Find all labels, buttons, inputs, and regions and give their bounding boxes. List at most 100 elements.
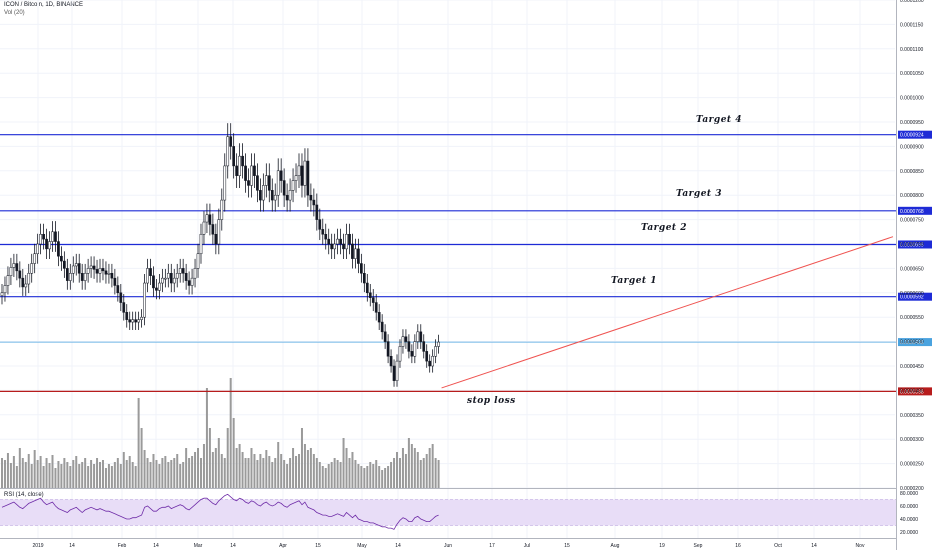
price-tag: [898, 292, 932, 301]
volume-bar: [390, 462, 393, 488]
candle-body: [368, 292, 372, 298]
annotation-label: Target 2: [641, 223, 687, 233]
volume-bar: [211, 452, 214, 488]
candle-body: [413, 341, 417, 357]
candle-body: [202, 221, 206, 235]
volume-bar: [398, 458, 401, 488]
candle-body: [262, 185, 265, 201]
candle-body: [101, 268, 105, 272]
volume-bar: [188, 458, 191, 488]
candle-body: [24, 283, 28, 288]
volume-bar: [289, 458, 292, 488]
candle-body: [166, 273, 170, 279]
candle-body: [336, 238, 339, 245]
volume-bar: [146, 458, 149, 488]
volume-bar: [182, 462, 185, 488]
time-tick-label: 14: [69, 543, 75, 549]
volume-bar: [21, 458, 24, 488]
candle-body: [27, 273, 31, 285]
volume-bar: [170, 460, 173, 488]
axes: 0.00009240.00007680.00006990.00005920.00…: [32, 0, 932, 549]
candle-body: [256, 175, 259, 191]
volume-bar: [422, 458, 425, 488]
candle-body: [374, 302, 378, 313]
candle-body: [259, 190, 262, 201]
price-tick-label: 0.0001000: [900, 96, 924, 102]
candle-body: [321, 229, 325, 235]
candle-body: [333, 243, 336, 250]
volume-bar: [295, 456, 298, 488]
candle-body: [104, 270, 108, 275]
candle-body: [74, 263, 78, 267]
candle-body: [18, 270, 22, 279]
candle-body: [122, 302, 126, 313]
volume-bar: [351, 452, 354, 488]
candle-body: [68, 273, 72, 281]
trend-line: [441, 236, 894, 389]
volume-bar: [241, 452, 244, 488]
volume-bar: [96, 458, 99, 488]
candle-body: [86, 268, 90, 274]
candle-body: [303, 160, 307, 186]
volume-bar: [265, 450, 268, 488]
price-tick-label: 0.0000650: [900, 266, 924, 272]
candle-body: [431, 355, 434, 367]
price-tick-label: 0.0000500: [900, 340, 924, 346]
volume-bar: [300, 428, 303, 488]
candle-body: [348, 233, 351, 245]
candle-body: [164, 277, 167, 280]
candle-body: [288, 190, 292, 201]
volume-bar: [1, 458, 3, 488]
time-tick-label: May: [357, 543, 367, 549]
price-tick-label: 0.0001100: [900, 47, 923, 53]
volume-bar: [214, 448, 217, 488]
volume-bar: [167, 462, 170, 488]
candle-body: [312, 199, 316, 206]
rsi-indicator-label: RSI (14, close): [4, 492, 44, 498]
volume-bar: [93, 464, 96, 488]
price-tag-label: 0.0000699: [900, 242, 924, 248]
volume-bar: [360, 466, 363, 488]
candle-body: [125, 312, 129, 320]
volume-bar: [51, 455, 54, 488]
candle-body: [315, 204, 319, 220]
price-tick-label: 0.0000700: [900, 242, 924, 248]
annotation-label: Target 3: [676, 189, 722, 199]
candle-body: [128, 319, 132, 323]
price-tag: [898, 338, 932, 347]
grid-lines: [0, 0, 897, 550]
annotation-label: Target 4: [696, 115, 742, 125]
price-tag: [898, 206, 932, 215]
rsi-tick-label: 20.0000: [900, 530, 918, 536]
price-tick-label: 0.0000400: [900, 388, 924, 394]
horizontal-levels: [0, 134, 896, 392]
candle-body: [57, 241, 60, 257]
candle-body: [282, 180, 286, 196]
candle-body: [383, 331, 387, 342]
candle-body: [398, 346, 402, 362]
rsi-band: [0, 499, 896, 526]
price-tag: [898, 387, 932, 396]
volume-bar: [63, 458, 66, 488]
volume-bar: [318, 462, 321, 488]
candle-body: [33, 253, 37, 264]
time-tick-label: 14: [811, 543, 817, 549]
candle-body: [193, 268, 197, 279]
volume-bar: [72, 460, 75, 488]
candle-body: [264, 175, 268, 186]
volume-bar: [303, 444, 306, 488]
volume-bar: [283, 460, 286, 488]
candle-body: [65, 268, 69, 281]
candle-body: [392, 365, 396, 381]
price-tick-label: 0.0001050: [900, 71, 924, 77]
volume-bar: [149, 462, 152, 488]
volume-bar: [354, 460, 357, 488]
volume-bar: [179, 464, 182, 488]
volume-bar: [271, 462, 274, 488]
candle-body: [149, 268, 152, 276]
candle-body: [214, 233, 218, 245]
volume-bar: [217, 438, 220, 488]
price-tag: [898, 130, 932, 139]
volume-bar: [384, 468, 387, 488]
